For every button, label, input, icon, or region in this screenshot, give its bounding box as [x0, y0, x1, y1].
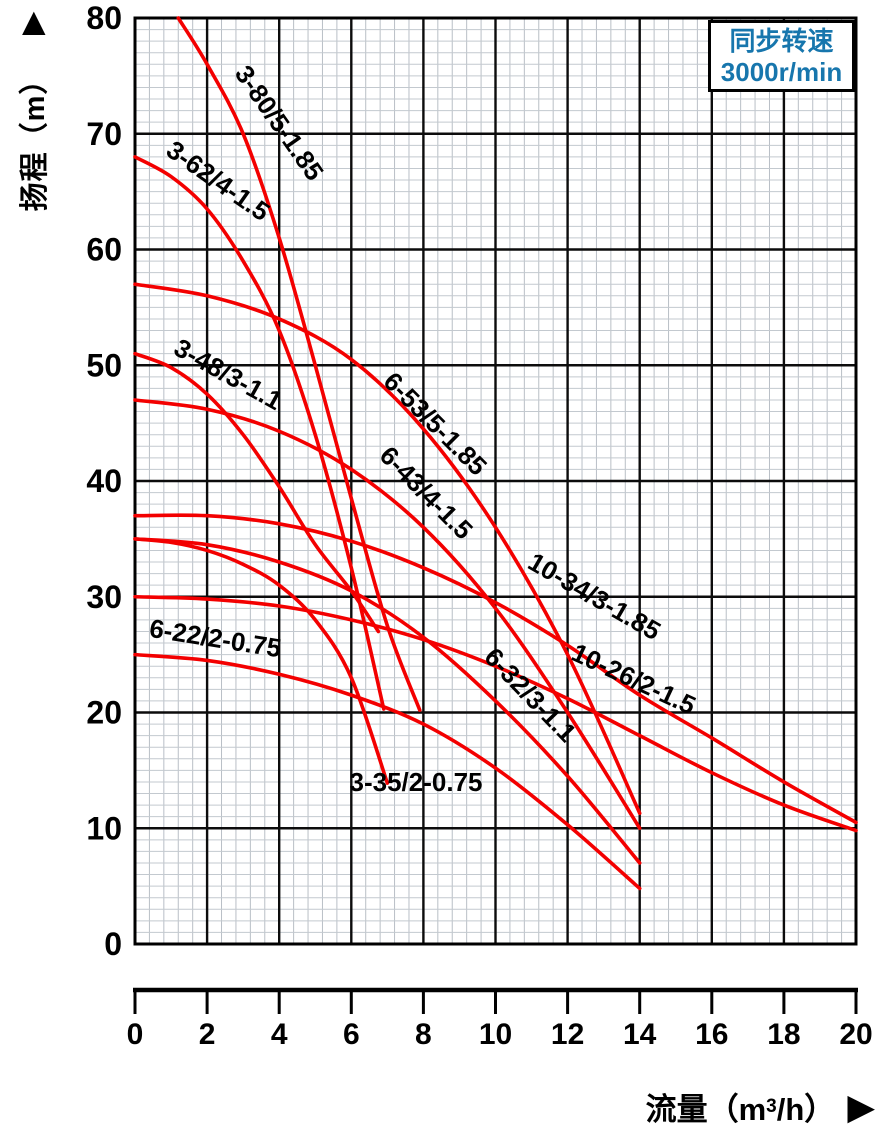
- x-tick-16: 16: [695, 1018, 728, 1051]
- x-tick-14: 14: [623, 1018, 657, 1051]
- x-tick-20: 20: [839, 1018, 872, 1051]
- legend-box: 同步转速 3000r/min: [708, 20, 855, 92]
- y-tick-10: 10: [86, 810, 122, 846]
- curve-3-48/3-1.1: [133, 351, 381, 634]
- curve-3-62/4-1.5: [133, 155, 386, 711]
- y-tick-30: 30: [86, 579, 122, 615]
- x-ruler: 0 2 4 6 8 10 12 14 16 18 20: [127, 987, 873, 1051]
- y-axis-arrow-icon: ▲: [14, 0, 54, 44]
- x-tick-4: 4: [271, 1018, 288, 1051]
- curve-label-3-35/2-0.75: 3-35/2-0.75: [350, 767, 483, 797]
- x-tick-6: 6: [343, 1018, 360, 1051]
- x-axis-title-text: 流量（m: [645, 1092, 767, 1127]
- curve-6-53/5-1.85: [133, 282, 642, 816]
- y-tick-labels: 80 70 60 50 40 30 20 10 0: [86, 0, 122, 962]
- x-tick-10: 10: [479, 1018, 512, 1051]
- y-tick-60: 60: [86, 232, 122, 268]
- legend-line-1: 同步转速: [729, 26, 834, 56]
- x-axis-title-suffix: /h）: [776, 1092, 836, 1127]
- x-axis-title: 流量（m 3/h） ▶: [645, 1085, 875, 1127]
- x-tick-8: 8: [415, 1018, 432, 1051]
- curve-label-3-48/3-1.1: 3-48/3-1.1: [169, 332, 287, 416]
- y-tick-40: 40: [86, 463, 122, 499]
- x-tick-12: 12: [551, 1018, 584, 1051]
- y-tick-50: 50: [86, 347, 122, 383]
- y-axis-title: 扬程（m）: [19, 64, 51, 212]
- legend-line-2: 3000r/min: [720, 57, 843, 87]
- plot-frame: [133, 16, 858, 946]
- curve-10-34/3-1.85: [133, 513, 858, 825]
- x-tick-2: 2: [199, 1018, 216, 1051]
- x-axis-arrow-icon: ▶: [847, 1085, 875, 1127]
- y-tick-70: 70: [86, 116, 122, 152]
- curve-6-43/4-1.5: [133, 398, 642, 831]
- y-tick-20: 20: [86, 695, 122, 731]
- y-tick-80: 80: [86, 0, 122, 36]
- y-tick-0: 0: [104, 926, 122, 962]
- curve-3-35/2-0.75: [133, 537, 390, 785]
- pump-curves: [133, 16, 858, 891]
- curve-10-26/2-1.5: [133, 594, 858, 833]
- x-tick-0: 0: [127, 1018, 144, 1051]
- curve-6-22/2-0.75: [133, 652, 642, 891]
- x-tick-18: 18: [767, 1018, 800, 1051]
- curve-6-32/3-1.1: [133, 537, 642, 865]
- grid-major: [135, 18, 856, 944]
